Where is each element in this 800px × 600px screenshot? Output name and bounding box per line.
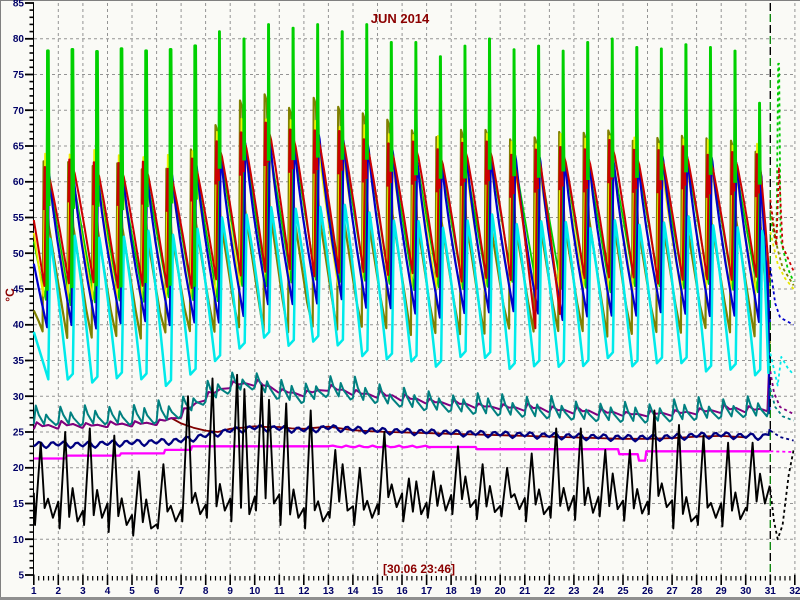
svg-text:12: 12: [298, 586, 310, 597]
svg-text:4: 4: [105, 586, 111, 597]
svg-text:31: 31: [765, 586, 777, 597]
svg-text:6: 6: [154, 586, 160, 597]
svg-text:20: 20: [13, 463, 25, 474]
svg-text:1: 1: [31, 586, 37, 597]
svg-text:23: 23: [568, 586, 580, 597]
svg-text:27: 27: [667, 586, 679, 597]
svg-text:22: 22: [544, 586, 556, 597]
svg-text:5: 5: [129, 586, 135, 597]
svg-text:25: 25: [13, 428, 25, 439]
svg-text:9: 9: [227, 586, 233, 597]
svg-text:30: 30: [740, 586, 752, 597]
svg-text:40: 40: [13, 320, 25, 331]
svg-text:10: 10: [249, 586, 261, 597]
svg-text:75: 75: [13, 70, 25, 81]
svg-text:20: 20: [495, 586, 507, 597]
svg-text:18: 18: [446, 586, 458, 597]
svg-text:85: 85: [13, 0, 25, 10]
svg-text:11: 11: [274, 586, 285, 597]
svg-text:32: 32: [789, 586, 800, 597]
svg-text:26: 26: [642, 586, 654, 597]
svg-text:55: 55: [13, 213, 25, 224]
svg-text:5: 5: [18, 571, 24, 582]
svg-text:25: 25: [617, 586, 629, 597]
svg-text:17: 17: [421, 586, 433, 597]
svg-text:30: 30: [13, 392, 25, 403]
svg-text:80: 80: [13, 34, 25, 45]
svg-text:8: 8: [203, 586, 209, 597]
svg-text:24: 24: [593, 586, 605, 597]
svg-text:65: 65: [13, 142, 25, 153]
svg-text:50: 50: [13, 249, 25, 260]
svg-text:70: 70: [13, 106, 25, 117]
svg-text:16: 16: [397, 586, 409, 597]
svg-text:14: 14: [347, 586, 359, 597]
svg-text:60: 60: [13, 177, 25, 188]
svg-text:28: 28: [691, 586, 703, 597]
svg-text:19: 19: [470, 586, 482, 597]
svg-text:7: 7: [178, 586, 184, 597]
svg-text:2: 2: [56, 586, 62, 597]
svg-text:[30.06 23:46]: [30.06 23:46]: [383, 562, 455, 576]
svg-text:35: 35: [13, 356, 25, 367]
svg-text:15: 15: [13, 499, 25, 510]
svg-text:JUN 2014: JUN 2014: [371, 11, 430, 26]
svg-text:21: 21: [519, 586, 531, 597]
svg-text:3: 3: [80, 586, 86, 597]
svg-text:29: 29: [716, 586, 728, 597]
svg-text:°C: °C: [3, 288, 17, 302]
svg-text:13: 13: [323, 586, 335, 597]
svg-text:15: 15: [372, 586, 384, 597]
svg-text:10: 10: [13, 535, 25, 546]
svg-text:45: 45: [13, 285, 25, 296]
